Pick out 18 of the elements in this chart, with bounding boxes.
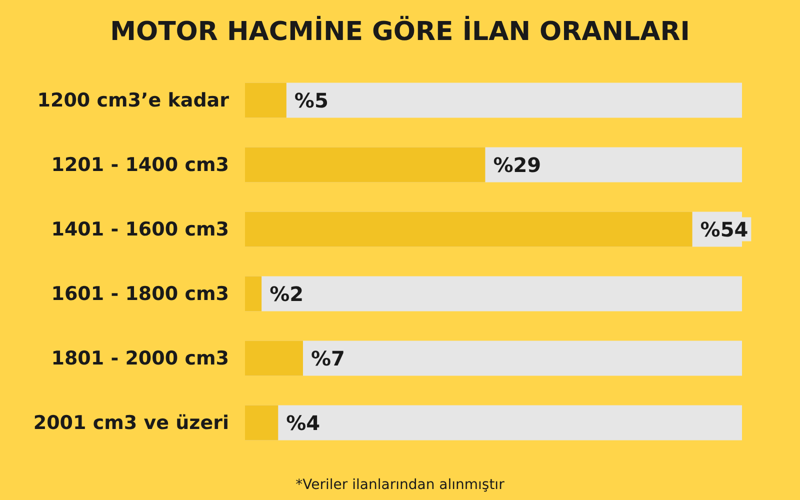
bar: [245, 340, 303, 376]
y-tick-label: 1201 - 1400 cm3: [51, 154, 229, 176]
data-label: %54: [700, 217, 748, 242]
data-label: %29: [493, 152, 542, 177]
data-label: %5: [294, 88, 328, 112]
text: *Veriler ilanlarından alınmıştır: [296, 477, 505, 493]
chart-title: MOTOR HACMİNE GÖRE İLAN ORANLARI: [110, 15, 690, 47]
y-tick-label: 1801 - 2000 cm3: [51, 347, 229, 370]
bar: [245, 405, 278, 440]
y-tick-label: 1401 - 1600 cm3: [51, 218, 229, 240]
data-label: %7: [310, 346, 345, 370]
bar: [245, 276, 262, 312]
y-tick-label: 1601 - 1800 cm3: [51, 282, 229, 305]
data-label: %2: [270, 282, 304, 306]
bar: [245, 82, 286, 118]
y-tick-label: 1200 cm3’e kadar: [37, 89, 230, 112]
data-label: %4: [286, 410, 320, 435]
y-tick-label: 2001 cm3 ve üzeri: [33, 412, 229, 434]
